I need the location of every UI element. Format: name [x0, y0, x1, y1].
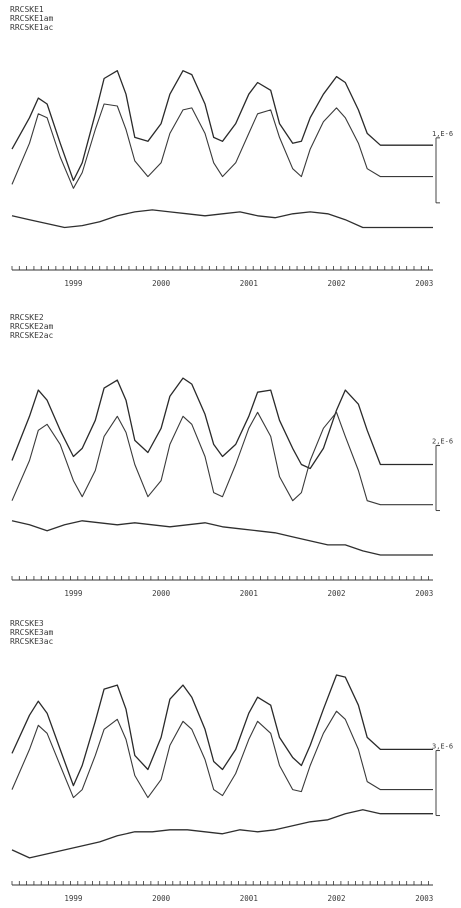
- series-line-2-2: [11, 411, 433, 506]
- tick-label-1-2002: 2002: [327, 279, 345, 288]
- legend-entry-1-2: RRCSKE1am: [10, 14, 54, 23]
- tick-label-3-1999: 1999: [64, 894, 82, 903]
- tick-label-3-2000: 2000: [152, 894, 171, 903]
- tick-label-2-2003: 2003: [415, 589, 433, 598]
- series-line-3-2: [11, 710, 433, 799]
- series-line-2-3: [11, 520, 433, 556]
- tick-label-1-2000: 2000: [152, 279, 171, 288]
- series-line-1-2: [11, 103, 433, 189]
- tick-label-1-2001: 2001: [240, 279, 258, 288]
- legend-entry-2-3: RRCSKE2ac: [10, 331, 54, 340]
- legend-entry-3-2: RRCSKE3am: [10, 628, 54, 637]
- series-line-1-1: [11, 70, 433, 182]
- legend-entry-1-3: RRCSKE1ac: [10, 23, 54, 32]
- tick-label-3-2003: 2003: [415, 894, 433, 903]
- series-line-1-3: [11, 209, 433, 229]
- legend-entry-2-1: RRCSKE2: [10, 313, 44, 322]
- tick-label-3-2001: 2001: [240, 894, 258, 903]
- tick-label-2-2001: 2001: [240, 589, 258, 598]
- tick-label-1-1999: 1999: [64, 279, 82, 288]
- legend-entry-3-3: RRCSKE3ac: [10, 637, 54, 646]
- tick-label-2-2002: 2002: [327, 589, 345, 598]
- series-line-3-3: [11, 809, 433, 859]
- tick-label-2-2000: 2000: [152, 589, 171, 598]
- legend-entry-3-1: RRCSKE3: [10, 619, 44, 628]
- legend-entry-1-1: RRCSKE1: [10, 5, 44, 14]
- series-line-2-1: [11, 377, 433, 470]
- series-line-3-1: [11, 674, 433, 787]
- scale-label-3: 3,E-6: [432, 743, 453, 751]
- legend-entry-2-2: RRCSKE2am: [10, 322, 54, 331]
- tick-label-3-2002: 2002: [327, 894, 345, 903]
- tick-label-2-1999: 1999: [64, 589, 82, 598]
- scale-label-2: 2,E-6: [432, 438, 453, 446]
- scale-label-1: 1,E-6: [432, 130, 453, 138]
- tick-label-1-2003: 2003: [415, 279, 433, 288]
